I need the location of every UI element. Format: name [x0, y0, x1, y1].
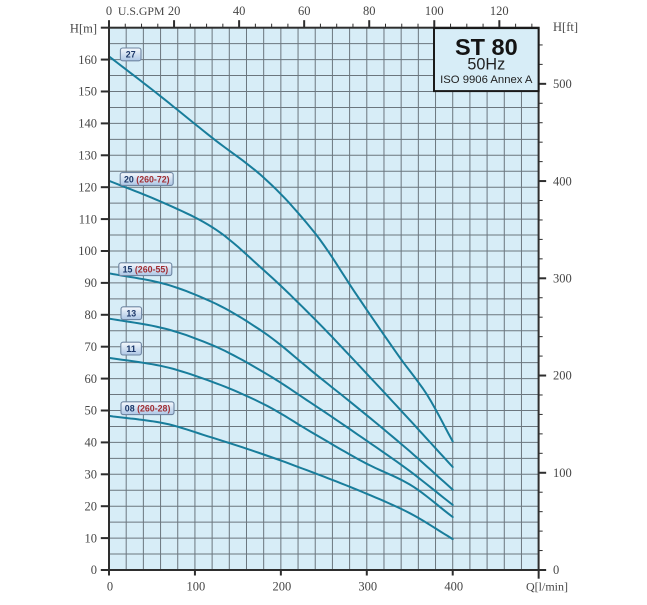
svg-text:ST 80: ST 80	[455, 34, 518, 60]
svg-text:ISO 9906 Annex A: ISO 9906 Annex A	[440, 74, 533, 86]
svg-text:60: 60	[298, 4, 311, 18]
svg-text:50Hz: 50Hz	[467, 56, 505, 74]
svg-text:40: 40	[85, 436, 98, 450]
svg-text:0: 0	[553, 563, 559, 577]
svg-text:100: 100	[187, 580, 206, 594]
svg-text:110: 110	[79, 212, 97, 226]
svg-text:50: 50	[85, 404, 98, 418]
svg-text:H[ft]: H[ft]	[553, 20, 578, 34]
svg-text:40: 40	[233, 4, 246, 18]
svg-text:200: 200	[553, 369, 572, 383]
svg-text:500: 500	[553, 77, 572, 91]
svg-text:60: 60	[85, 372, 98, 386]
svg-text:120: 120	[490, 4, 509, 18]
svg-text:15 (260-55): 15 (260-55)	[123, 264, 169, 275]
svg-text:160: 160	[78, 53, 97, 67]
svg-text:90: 90	[85, 276, 98, 290]
svg-text:300: 300	[553, 272, 572, 286]
svg-text:30: 30	[85, 468, 98, 482]
svg-text:0: 0	[106, 4, 112, 18]
svg-text:20: 20	[85, 499, 98, 513]
svg-text:0: 0	[107, 580, 113, 594]
svg-text:200: 200	[273, 580, 292, 594]
svg-text:100: 100	[425, 4, 444, 18]
svg-text:400: 400	[553, 174, 572, 188]
svg-text:100: 100	[553, 466, 572, 480]
svg-text:27: 27	[126, 49, 136, 60]
svg-text:H[m]: H[m]	[70, 22, 97, 36]
svg-text:300: 300	[358, 580, 377, 594]
svg-text:400: 400	[444, 580, 463, 594]
svg-text:U.S.GPM: U.S.GPM	[118, 4, 165, 18]
svg-text:13: 13	[126, 308, 136, 319]
svg-text:10: 10	[85, 531, 98, 545]
svg-text:140: 140	[78, 117, 97, 131]
svg-text:120: 120	[78, 180, 97, 194]
svg-text:11: 11	[126, 343, 136, 354]
svg-text:0: 0	[91, 563, 97, 577]
svg-text:08 (260-28): 08 (260-28)	[125, 403, 171, 414]
svg-text:Q[l/min]: Q[l/min]	[526, 580, 568, 594]
svg-text:70: 70	[85, 340, 98, 354]
svg-text:20 (260-72): 20 (260-72)	[124, 173, 170, 184]
svg-text:80: 80	[85, 308, 98, 322]
svg-text:130: 130	[78, 149, 97, 163]
svg-text:80: 80	[363, 4, 376, 18]
svg-text:100: 100	[78, 244, 97, 258]
svg-text:20: 20	[168, 4, 181, 18]
svg-text:150: 150	[78, 85, 97, 99]
